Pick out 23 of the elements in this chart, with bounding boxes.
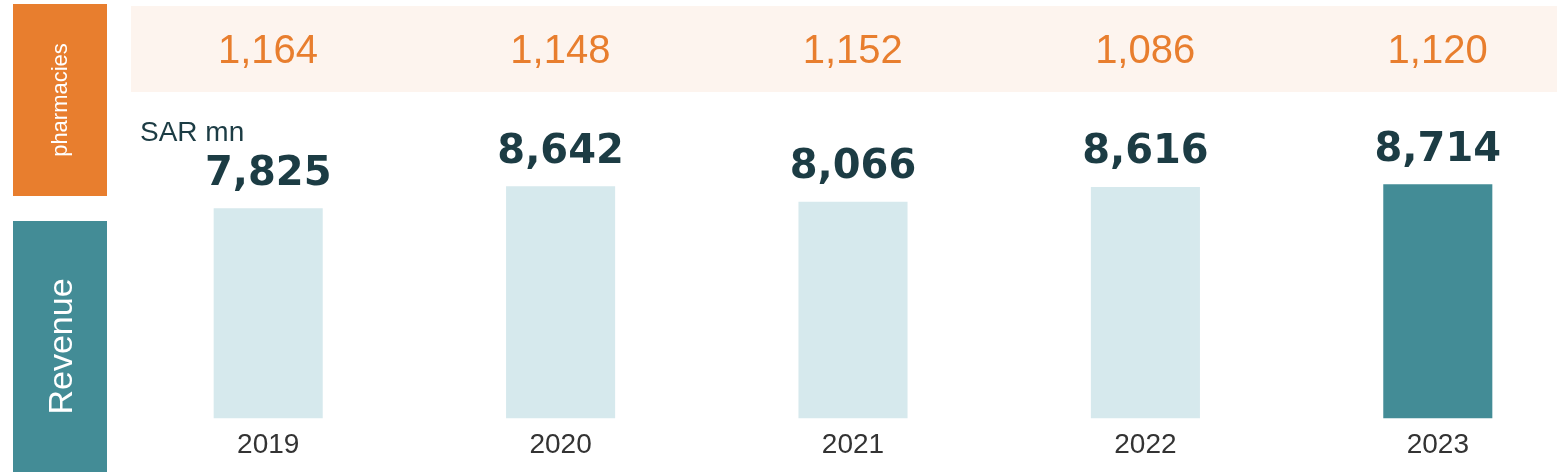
bar bbox=[506, 186, 616, 419]
data-label: 1,152 bbox=[801, 25, 904, 73]
y-axis-title: Revenue bbox=[40, 278, 80, 415]
x-tick-label: 2021 bbox=[821, 427, 885, 459]
data-label: 1,164 bbox=[216, 25, 320, 73]
bar bbox=[1383, 184, 1493, 419]
x-tick-label: 2020 bbox=[529, 427, 592, 459]
x-tick-label: 2022 bbox=[1114, 427, 1177, 459]
x-tick-label: 2023 bbox=[1406, 427, 1469, 459]
data-label: 1,120 bbox=[1386, 25, 1489, 73]
data-label: 8,714 bbox=[1374, 123, 1502, 170]
bar bbox=[798, 201, 908, 419]
chart-title: SAR mn bbox=[140, 116, 245, 148]
data-label: 8,616 bbox=[1082, 126, 1209, 173]
text: pharmacies bbox=[47, 43, 73, 157]
data-label: 1,148 bbox=[509, 25, 612, 73]
data-label: 8,066 bbox=[789, 141, 917, 188]
data-label: 1,086 bbox=[1094, 25, 1197, 73]
data-label: 7,825 bbox=[204, 147, 332, 194]
x-tick-label: 2019 bbox=[237, 427, 300, 459]
data-label: 8,642 bbox=[497, 125, 624, 172]
bar bbox=[1090, 186, 1200, 419]
bar bbox=[213, 208, 323, 419]
